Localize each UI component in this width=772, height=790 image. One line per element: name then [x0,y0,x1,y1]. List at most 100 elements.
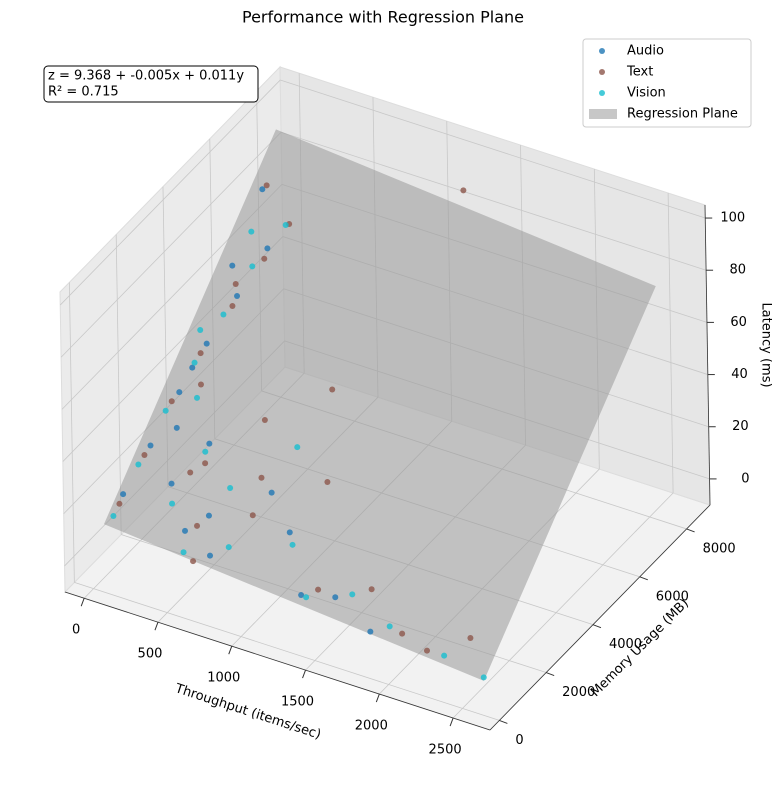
data-point [349,591,356,598]
data-point [147,442,154,449]
tick-mark [686,528,695,533]
data-point [141,452,148,459]
data-point [168,398,175,405]
axis-line [64,591,491,731]
data-point [207,552,214,559]
data-point [168,480,175,487]
data-point [203,340,210,347]
axis-line [489,504,711,731]
tick-mark [639,576,648,581]
data-point [116,500,123,507]
data-point [176,389,183,396]
data-point [367,628,374,635]
data-point [298,592,305,599]
grid-line [68,282,75,583]
data-point [480,674,487,681]
tick-mark [154,622,159,631]
tick-mark [375,693,380,703]
data-point [315,586,322,593]
data-point [232,281,239,288]
legend: Audio Text Vision Regression Plane [582,38,752,128]
data-point [286,529,293,536]
data-point [249,512,256,519]
data-point [194,522,201,529]
data-point [248,228,255,235]
legend-label: Vision [627,86,666,101]
data-point [225,544,232,551]
data-point [234,292,241,299]
chart-title: Performance with Regression Plane [242,8,524,27]
grid-line [115,234,122,535]
data-point [249,263,256,270]
tick-mark [592,624,602,629]
x-tick-label: 1000 [207,671,240,686]
data-point [189,364,196,371]
z-tick-label: 60 [730,315,747,330]
grid-line [60,131,282,358]
data-point [229,262,236,269]
data-point [423,647,430,654]
data-point [227,485,234,492]
x-tick-label: 0 [72,623,80,638]
data-point [197,350,204,357]
data-point [460,187,467,194]
y-tick-label: 0 [515,733,523,748]
data-point [197,381,204,388]
data-point [324,478,331,485]
data-point [182,527,189,534]
grid-line [59,79,281,306]
annotation-line: R² = 0.715 [48,85,119,100]
data-point [187,469,194,476]
data-point [110,512,117,519]
z-axis-label: Latency (ms) [759,302,772,387]
x-tick-label: 1500 [281,695,314,710]
tick-mark [499,719,508,724]
grid-line [280,131,707,271]
data-point [206,440,213,447]
data-point [467,634,474,641]
data-point [191,359,198,366]
data-point [303,594,310,601]
x-tick-label: 500 [138,647,163,662]
data-point [261,255,268,262]
legend-marker [599,48,605,54]
data-point [264,245,271,252]
data-point [202,448,209,455]
data-point [205,512,212,519]
axis-line [704,204,711,506]
z-tick-label: 0 [741,471,749,486]
data-point [202,460,209,467]
tick-mark [302,669,307,679]
y-tick-label: 2000 [562,685,595,700]
tick-mark [228,645,233,655]
data-point [441,652,448,659]
y-tick-label: 4000 [609,637,642,652]
legend-marker [599,90,605,96]
annotation-box [43,65,259,103]
data-point [268,489,275,496]
data-point [386,623,393,630]
y-tick-label: 8000 [703,541,736,556]
tick-mark [545,672,555,677]
data-point [329,386,336,393]
z-tick-label: 20 [732,419,749,434]
data-point [162,407,169,414]
z-tick-label: 80 [730,263,747,278]
data-point [261,416,268,423]
grid-line [667,193,674,494]
data-point [190,558,197,565]
data-point [294,444,301,451]
data-point [258,474,265,481]
grid-line [280,79,706,219]
data-point [120,491,127,498]
z-tick-label: 100 [720,211,745,226]
data-point [332,594,339,601]
tick-mark [80,598,85,607]
annotation-line: z = 9.368 + -0.005x + 0.011y [48,69,244,84]
data-point [169,500,176,507]
legend-marker [599,69,605,75]
x-tick-label: 2000 [355,719,388,734]
legend-label: Regression Plane [627,107,738,122]
data-point [399,630,406,637]
